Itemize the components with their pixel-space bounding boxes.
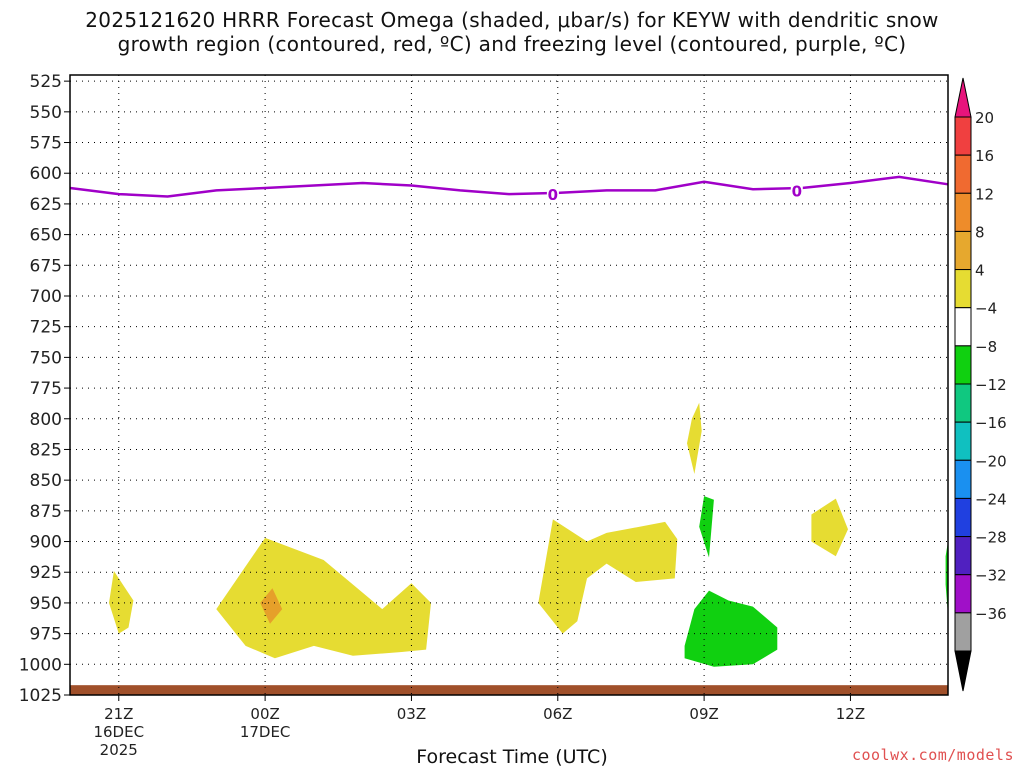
colorbar-box-2	[954, 192, 972, 232]
x-tick-label-0: 21Z	[104, 705, 133, 723]
colorbar-label-13: −36	[975, 605, 1007, 623]
colorbar-box-13	[954, 612, 972, 652]
x-tick-year-0: 2025	[100, 741, 138, 759]
x-tick-label-4: 09Z	[689, 705, 718, 723]
freezing-level-line	[69, 175, 949, 198]
colorbar-label-9: −20	[975, 452, 1007, 470]
chart-title-line2: growth region (contoured, red, ºC) and f…	[117, 32, 907, 56]
omega-region-5	[811, 498, 848, 557]
colorbar-box-6	[954, 345, 972, 385]
surface-band	[70, 685, 948, 695]
colorbar-box-8	[954, 421, 972, 461]
omega-region-7	[684, 590, 778, 667]
y-tick-label-650: 650	[30, 226, 62, 246]
omega-region-4	[687, 402, 702, 474]
omega-region-1	[216, 537, 431, 659]
colorbar-box-4	[954, 269, 972, 309]
y-tick-label-700: 700	[30, 287, 62, 307]
y-tick-label-900: 900	[30, 533, 62, 553]
y-tick-label-925: 925	[30, 563, 62, 583]
chart-title-line1: 2025121620 HRRR Forecast Omega (shaded, …	[85, 8, 939, 32]
y-tick-label-575: 575	[30, 134, 62, 154]
y-tick-label-800: 800	[30, 410, 62, 430]
y-tick-label-1000: 1000	[19, 655, 62, 675]
x-tick-label-5: 12Z	[836, 705, 865, 723]
colorbar-box-10	[954, 497, 972, 538]
y-tick-label-825: 825	[30, 440, 62, 460]
omega-region-6	[699, 496, 714, 558]
y-tick-label-775: 775	[30, 379, 62, 399]
y-tick-label-975: 975	[30, 625, 62, 645]
colorbar-label-11: −28	[975, 529, 1007, 547]
x-tick-label-1: 00Z	[250, 705, 279, 723]
colorbar-box-9	[954, 459, 972, 499]
chart-title: 2025121620 HRRR Forecast Omega (shaded, …	[0, 8, 1024, 56]
y-tick-label-675: 675	[30, 256, 62, 276]
colorbar-box-11	[954, 536, 972, 576]
colorbar-box-1	[954, 154, 972, 194]
colorbar-box-3	[954, 230, 972, 271]
y-tick-label-1025: 1025	[19, 686, 62, 706]
colorbar-box-7	[954, 383, 972, 423]
x-tick-label-3: 06Z	[543, 705, 572, 723]
colorbar: 20 16 12 8 4 −4 −8 −12 −16 −20 −24 −28 −32 −36	[954, 77, 1007, 692]
y-tick-label-850: 850	[30, 471, 62, 491]
colorbar-label-2: 12	[975, 185, 994, 203]
colorbar-label-0: 20	[975, 109, 994, 127]
colorbar-bottom-arrow	[954, 650, 972, 692]
y-tick-label-725: 725	[30, 318, 62, 338]
freezing-level-label-0: 0	[548, 186, 558, 204]
y-tick-label-525: 525	[30, 72, 62, 92]
omega-region-0	[109, 571, 134, 634]
x-tick-label-2: 03Z	[397, 705, 426, 723]
y-tick-label-750: 750	[30, 348, 62, 368]
colorbar-label-12: −32	[975, 567, 1007, 585]
omega-region-2	[260, 588, 283, 624]
plot-frame	[69, 74, 949, 696]
y-tick-label-600: 600	[30, 164, 62, 184]
x-axis-label: Forecast Time (UTC)	[416, 746, 608, 768]
freezing-level-label-bg-0	[546, 186, 559, 203]
freezing-level-label-bg-1	[790, 182, 803, 199]
y-tick-label-875: 875	[30, 502, 62, 522]
x-tick-date-0: 16DEC	[93, 723, 144, 741]
colorbar-label-5: −4	[975, 300, 997, 318]
colorbar-label-7: −12	[975, 376, 1007, 394]
y-tick-label-550: 550	[30, 103, 62, 123]
colorbar-label-10: −24	[975, 490, 1007, 508]
colorbar-box-5	[954, 307, 972, 347]
colorbar-label-8: −16	[975, 414, 1007, 432]
colorbar-top-arrow	[954, 77, 972, 118]
y-tick-label-950: 950	[30, 594, 62, 614]
colorbar-box-12	[954, 574, 972, 614]
colorbar-label-4: 4	[975, 262, 985, 280]
x-tick-date-1: 17DEC	[240, 723, 291, 741]
plot-area: 525 550 575 600 625 650 675 700 725 750 775 800 825 8…	[19, 72, 949, 759]
credit-text: coolwx.com/models	[851, 746, 1014, 764]
colorbar-box-0	[954, 116, 972, 156]
colorbar-label-6: −8	[975, 338, 997, 356]
freezing-level-label-1: 0	[792, 182, 802, 200]
omega-region-3	[538, 519, 678, 634]
colorbar-label-1: 16	[975, 147, 994, 165]
y-tick-label-625: 625	[30, 195, 62, 215]
colorbar-label-3: 8	[975, 223, 985, 241]
